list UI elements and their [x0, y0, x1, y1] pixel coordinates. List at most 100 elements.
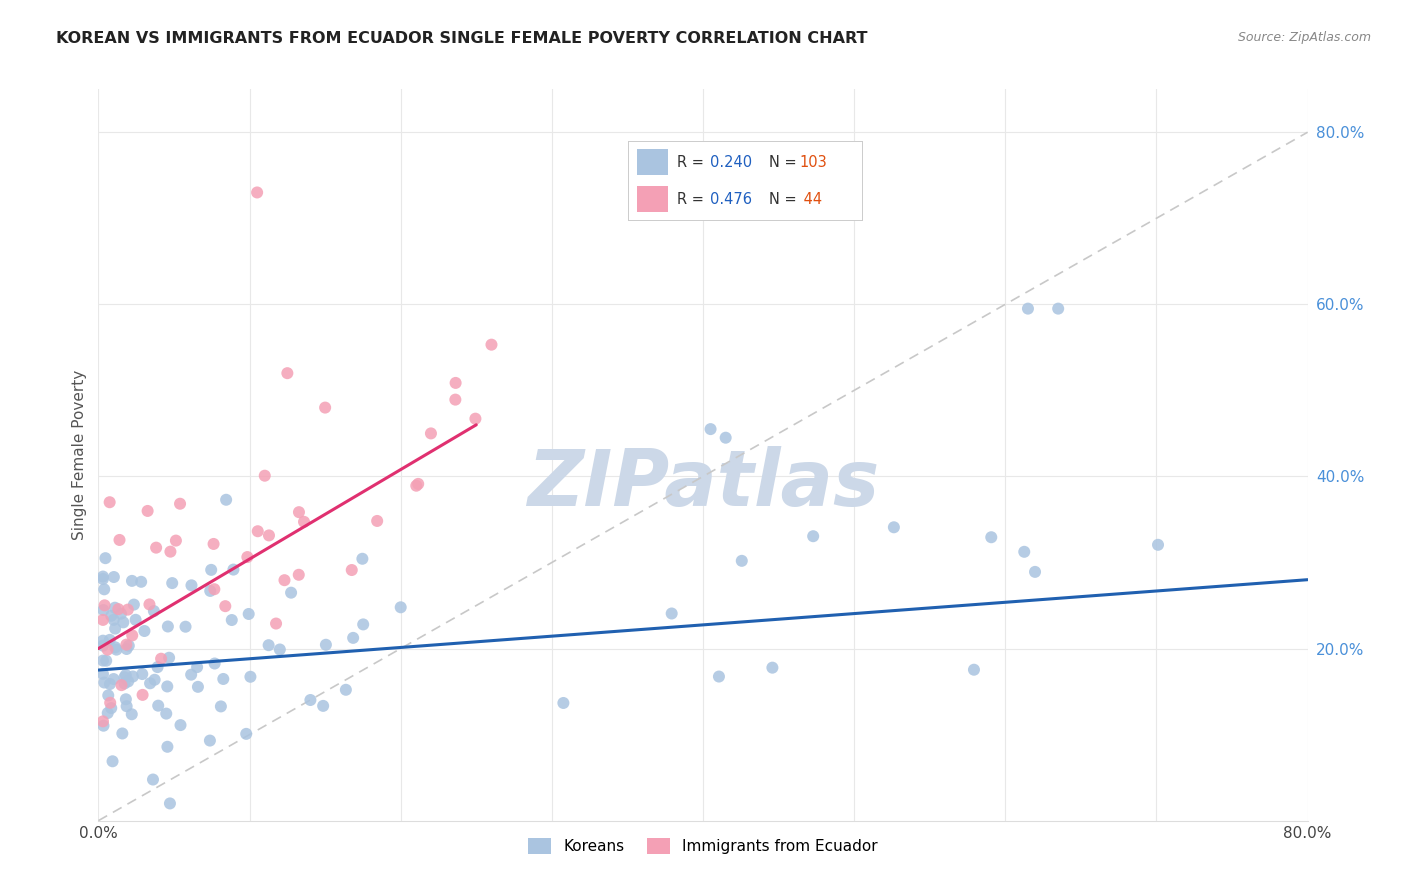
- Point: [238, 607, 260, 621]
- Point: [464, 411, 486, 425]
- Point: [553, 696, 575, 710]
- Point: [139, 676, 162, 690]
- Point: [264, 616, 287, 631]
- Point: [269, 642, 291, 657]
- Point: [287, 567, 309, 582]
- Point: [246, 186, 269, 200]
- Point: [714, 431, 737, 445]
- Point: [91, 633, 114, 648]
- Point: [209, 699, 232, 714]
- Point: [93, 675, 115, 690]
- Point: [104, 600, 127, 615]
- Point: [156, 739, 179, 754]
- Text: 0.476: 0.476: [710, 192, 752, 207]
- Point: [111, 726, 134, 740]
- Point: [180, 667, 202, 681]
- Point: [160, 576, 183, 591]
- Legend: Koreans, Immigrants from Ecuador: Koreans, Immigrants from Ecuador: [522, 832, 884, 861]
- Point: [122, 598, 145, 612]
- Point: [98, 696, 121, 710]
- Point: [103, 570, 125, 584]
- Point: [117, 674, 139, 689]
- Point: [280, 585, 302, 599]
- Point: [91, 569, 114, 583]
- Point: [200, 563, 222, 577]
- Point: [235, 727, 257, 741]
- Point: [101, 754, 124, 768]
- Point: [292, 515, 315, 529]
- Point: [1017, 301, 1039, 316]
- Point: [156, 680, 179, 694]
- Point: [761, 660, 783, 674]
- Point: [215, 492, 238, 507]
- Point: [100, 608, 122, 623]
- Point: [105, 642, 128, 657]
- Point: [150, 651, 173, 665]
- Point: [707, 669, 730, 683]
- Point: [110, 678, 132, 692]
- Point: [420, 426, 443, 441]
- Text: R =: R =: [678, 155, 709, 170]
- Point: [121, 574, 143, 588]
- Point: [288, 505, 311, 519]
- Point: [186, 660, 208, 674]
- Point: [155, 706, 177, 721]
- Point: [204, 657, 226, 671]
- Point: [104, 622, 127, 636]
- Point: [315, 638, 337, 652]
- Point: [299, 693, 322, 707]
- Point: [93, 599, 115, 613]
- Point: [115, 642, 138, 657]
- Point: [136, 504, 159, 518]
- Point: [169, 718, 191, 732]
- Point: [107, 602, 129, 616]
- Point: [257, 528, 280, 542]
- Point: [200, 583, 222, 598]
- Point: [198, 733, 221, 747]
- Point: [93, 603, 115, 617]
- Point: [143, 673, 166, 687]
- Point: [246, 524, 269, 539]
- Point: [121, 628, 143, 642]
- Point: [112, 615, 135, 630]
- Point: [276, 366, 298, 380]
- Point: [103, 672, 125, 686]
- Point: [145, 541, 167, 555]
- Point: [96, 654, 118, 668]
- Point: [405, 479, 427, 493]
- Point: [444, 392, 467, 407]
- Point: [352, 617, 374, 632]
- Point: [157, 650, 180, 665]
- Point: [100, 701, 122, 715]
- Point: [91, 572, 114, 586]
- Point: [273, 573, 295, 587]
- Point: [174, 620, 197, 634]
- Point: [91, 667, 114, 681]
- Point: [165, 533, 187, 548]
- Point: [159, 797, 181, 811]
- Point: [121, 707, 143, 722]
- Point: [97, 689, 120, 703]
- Point: [239, 670, 262, 684]
- Point: [134, 624, 156, 638]
- Point: [122, 669, 145, 683]
- Point: [406, 476, 429, 491]
- Point: [661, 607, 683, 621]
- Text: N =: N =: [769, 192, 801, 207]
- Point: [115, 638, 138, 652]
- Point: [96, 642, 118, 657]
- Point: [131, 688, 153, 702]
- Point: [131, 667, 153, 681]
- Point: [156, 619, 179, 633]
- Text: R =: R =: [678, 192, 709, 207]
- Point: [481, 337, 503, 351]
- Point: [117, 602, 139, 616]
- Point: [222, 563, 245, 577]
- Point: [124, 613, 146, 627]
- Text: 44: 44: [799, 192, 823, 207]
- Point: [1147, 538, 1170, 552]
- Point: [342, 631, 364, 645]
- Point: [114, 676, 136, 690]
- Point: [366, 514, 388, 528]
- Point: [214, 599, 236, 614]
